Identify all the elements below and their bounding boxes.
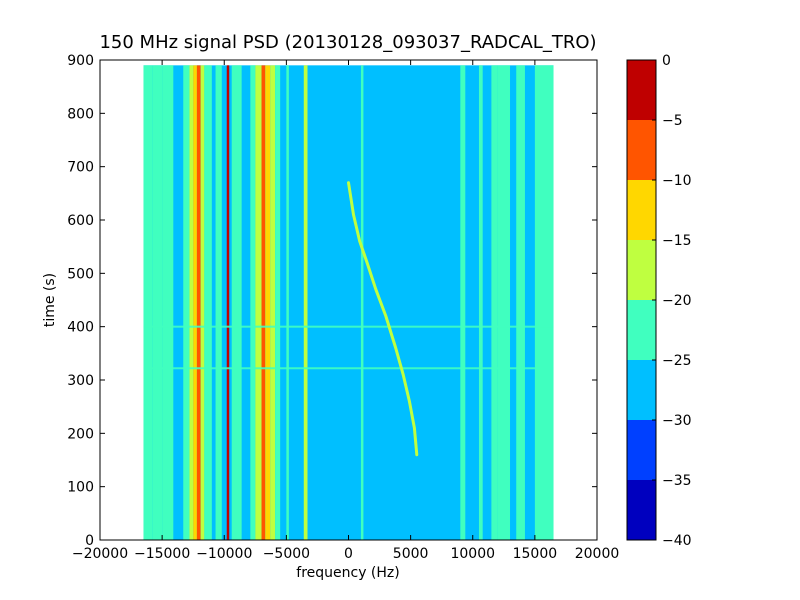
- colorbar-segment: [627, 60, 656, 120]
- spectral-band: [183, 65, 190, 540]
- y-tick-label: 800: [67, 106, 94, 122]
- spectral-band: [286, 65, 289, 540]
- y-tick-label: 900: [67, 53, 94, 69]
- plot-area: [99, 59, 598, 541]
- colorbar-tick-label: −5: [662, 113, 683, 129]
- spectral-band: [204, 65, 212, 540]
- spectral-band: [162, 65, 174, 540]
- x-tick-label: 20000: [575, 546, 620, 562]
- spectral-band: [196, 65, 201, 540]
- y-tick-label: 700: [67, 160, 94, 176]
- chirp-track: [347, 181, 419, 457]
- colorbar-tick-label: −30: [662, 413, 692, 429]
- time-interference-line: [143, 325, 554, 328]
- colorbar-segment: [627, 120, 656, 180]
- spectral-band: [303, 65, 308, 540]
- x-tick-label: −10000: [196, 546, 252, 562]
- colorbar-tick-label: −15: [662, 233, 692, 249]
- spectral-band: [193, 65, 197, 540]
- y-tick-label: 500: [67, 266, 94, 282]
- spectral-band: [261, 65, 266, 540]
- colorbar-tick-label: −20: [662, 293, 692, 309]
- x-tick-label: 15000: [513, 546, 558, 562]
- spectral-band: [226, 65, 230, 540]
- y-tick-label: 200: [67, 426, 94, 442]
- colorbar-segment: [627, 480, 656, 540]
- colorbar-segment: [627, 240, 656, 300]
- x-axis-label: frequency (Hz): [296, 565, 399, 581]
- spectral-band: [189, 65, 194, 540]
- y-tick-label: 100: [67, 480, 94, 496]
- colorbar-tick-label: −40: [662, 533, 692, 549]
- x-tick-label: −5000: [263, 546, 310, 562]
- spectral-band: [491, 65, 498, 540]
- colorbar-tick-label: −25: [662, 353, 692, 369]
- colorbar-tick-label: −35: [662, 473, 692, 489]
- heatmap-background-cell: [143, 65, 554, 540]
- spectral-band: [270, 65, 276, 540]
- spectral-band: [255, 65, 262, 540]
- x-axis: −20000 −15000 −10000 −5000 0 5000 10000 15000 20…: [72, 60, 619, 562]
- spectral-band: [516, 65, 525, 540]
- time-interference-line: [143, 367, 554, 370]
- spectral-band: [143, 65, 153, 540]
- spectral-band: [360, 65, 364, 540]
- spectral-band: [231, 65, 242, 540]
- colorbar-tick-label: −10: [662, 173, 692, 189]
- y-tick-label: 400: [67, 320, 94, 336]
- chart-title: 150 MHz signal PSD (20130128_093037_RADC…: [99, 32, 596, 53]
- spectral-band: [200, 65, 205, 540]
- spectral-band: [478, 65, 483, 540]
- x-tick-label: 0: [344, 546, 353, 562]
- colorbar: −40 −35 −30 −25 −20 −15 −10 −5 0: [626, 53, 692, 549]
- spectral-band: [497, 65, 511, 540]
- colorbar-tick-label: 0: [662, 53, 671, 69]
- spectral-band: [152, 65, 163, 540]
- y-axis: 0 100 200 300 400 500 600 700 800 900: [67, 53, 597, 549]
- spectral-band: [275, 65, 281, 540]
- colorbar-segment: [627, 180, 656, 240]
- y-axis-label: time (s): [42, 273, 58, 327]
- colorbar-segment: [627, 420, 656, 480]
- x-tick-label: −15000: [134, 546, 190, 562]
- y-tick-label: 300: [67, 373, 94, 389]
- spectral-band: [534, 65, 554, 540]
- heatmap-layer: [143, 65, 554, 540]
- x-tick-label: 5000: [393, 546, 429, 562]
- x-tick-label: −20000: [72, 546, 128, 562]
- colorbar-segment: [627, 360, 656, 420]
- x-tick-label: 10000: [450, 546, 495, 562]
- spectral-band: [250, 65, 256, 540]
- y-tick-label: 0: [85, 533, 94, 549]
- y-tick-label: 600: [67, 213, 94, 229]
- spectral-band: [460, 65, 466, 540]
- colorbar-segment: [627, 300, 656, 360]
- spectral-band: [215, 65, 222, 540]
- spectral-band: [265, 65, 271, 540]
